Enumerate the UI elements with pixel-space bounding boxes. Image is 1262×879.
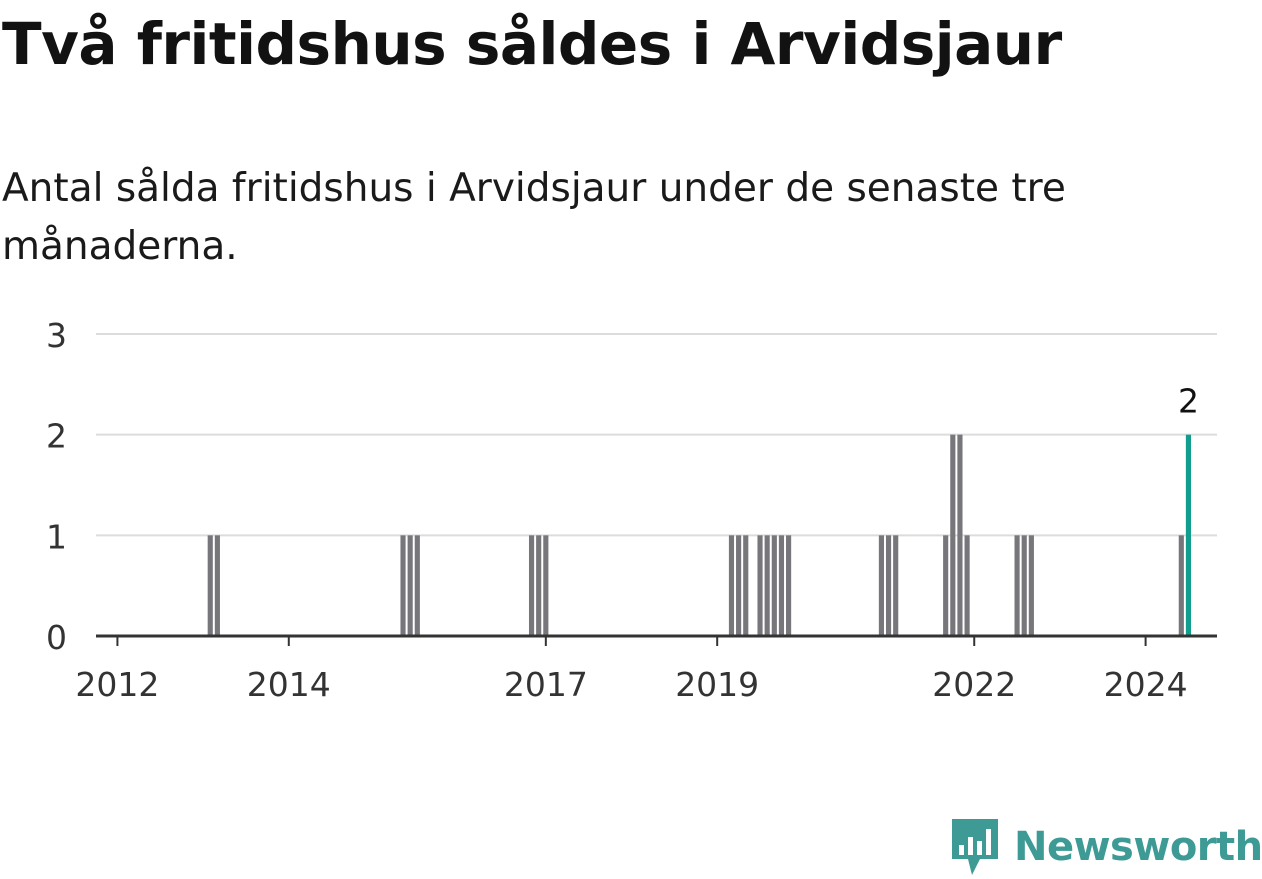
chart-title: Två fritidshus såldes i Arvidsjaur (2, 10, 1062, 78)
bar (764, 535, 770, 636)
bar (207, 535, 213, 636)
x-tick-label: 2024 (1104, 665, 1188, 704)
bar (214, 535, 220, 636)
bar (407, 535, 413, 636)
bar (1021, 535, 1027, 636)
bar (950, 434, 956, 636)
x-tick-label: 2022 (932, 665, 1016, 704)
bar (543, 535, 549, 636)
bar (957, 434, 963, 636)
bar (1014, 535, 1020, 636)
bar (943, 535, 949, 636)
data-labels: 2 (1178, 382, 1199, 421)
bar (528, 535, 535, 636)
bar (1028, 535, 1034, 636)
newsworthy-logo: Newsworthy (950, 817, 1262, 877)
y-tick-label: 0 (46, 618, 67, 657)
y-tick-label: 1 (46, 517, 67, 556)
bar (728, 535, 735, 636)
bar (778, 535, 785, 636)
bar (771, 535, 777, 636)
bar (400, 535, 406, 636)
bar-chart-speech-bubble-icon (952, 819, 998, 875)
chart-subtitle: Antal sålda fritidshus i Arvidsjaur unde… (2, 166, 1066, 269)
bar (757, 535, 763, 636)
bar (536, 535, 542, 636)
bars (207, 434, 1192, 636)
y-tick-label: 2 (46, 417, 67, 456)
data-label: 2 (1178, 382, 1199, 421)
bar (964, 535, 970, 636)
bar (786, 535, 792, 636)
bar (885, 535, 892, 636)
brand-name: Newsworthy (1014, 824, 1262, 870)
bar (878, 535, 884, 636)
bar-highlight (1185, 434, 1192, 636)
gridlines (96, 333, 1217, 537)
bar (1178, 535, 1184, 636)
x-tick-label: 2012 (75, 665, 159, 704)
y-tick-label: 3 (46, 316, 67, 355)
x-tick-label: 2014 (247, 665, 331, 704)
bar (414, 535, 420, 636)
bar (743, 535, 749, 636)
y-axis-ticks: 0 1 2 3 (46, 316, 67, 657)
x-tick-label: 2017 (504, 665, 588, 704)
bar (893, 535, 899, 636)
x-axis-ticks: 2012 2014 2017 2019 2022 2024 (75, 636, 1188, 704)
x-tick-label: 2019 (675, 665, 759, 704)
bar (736, 535, 742, 636)
